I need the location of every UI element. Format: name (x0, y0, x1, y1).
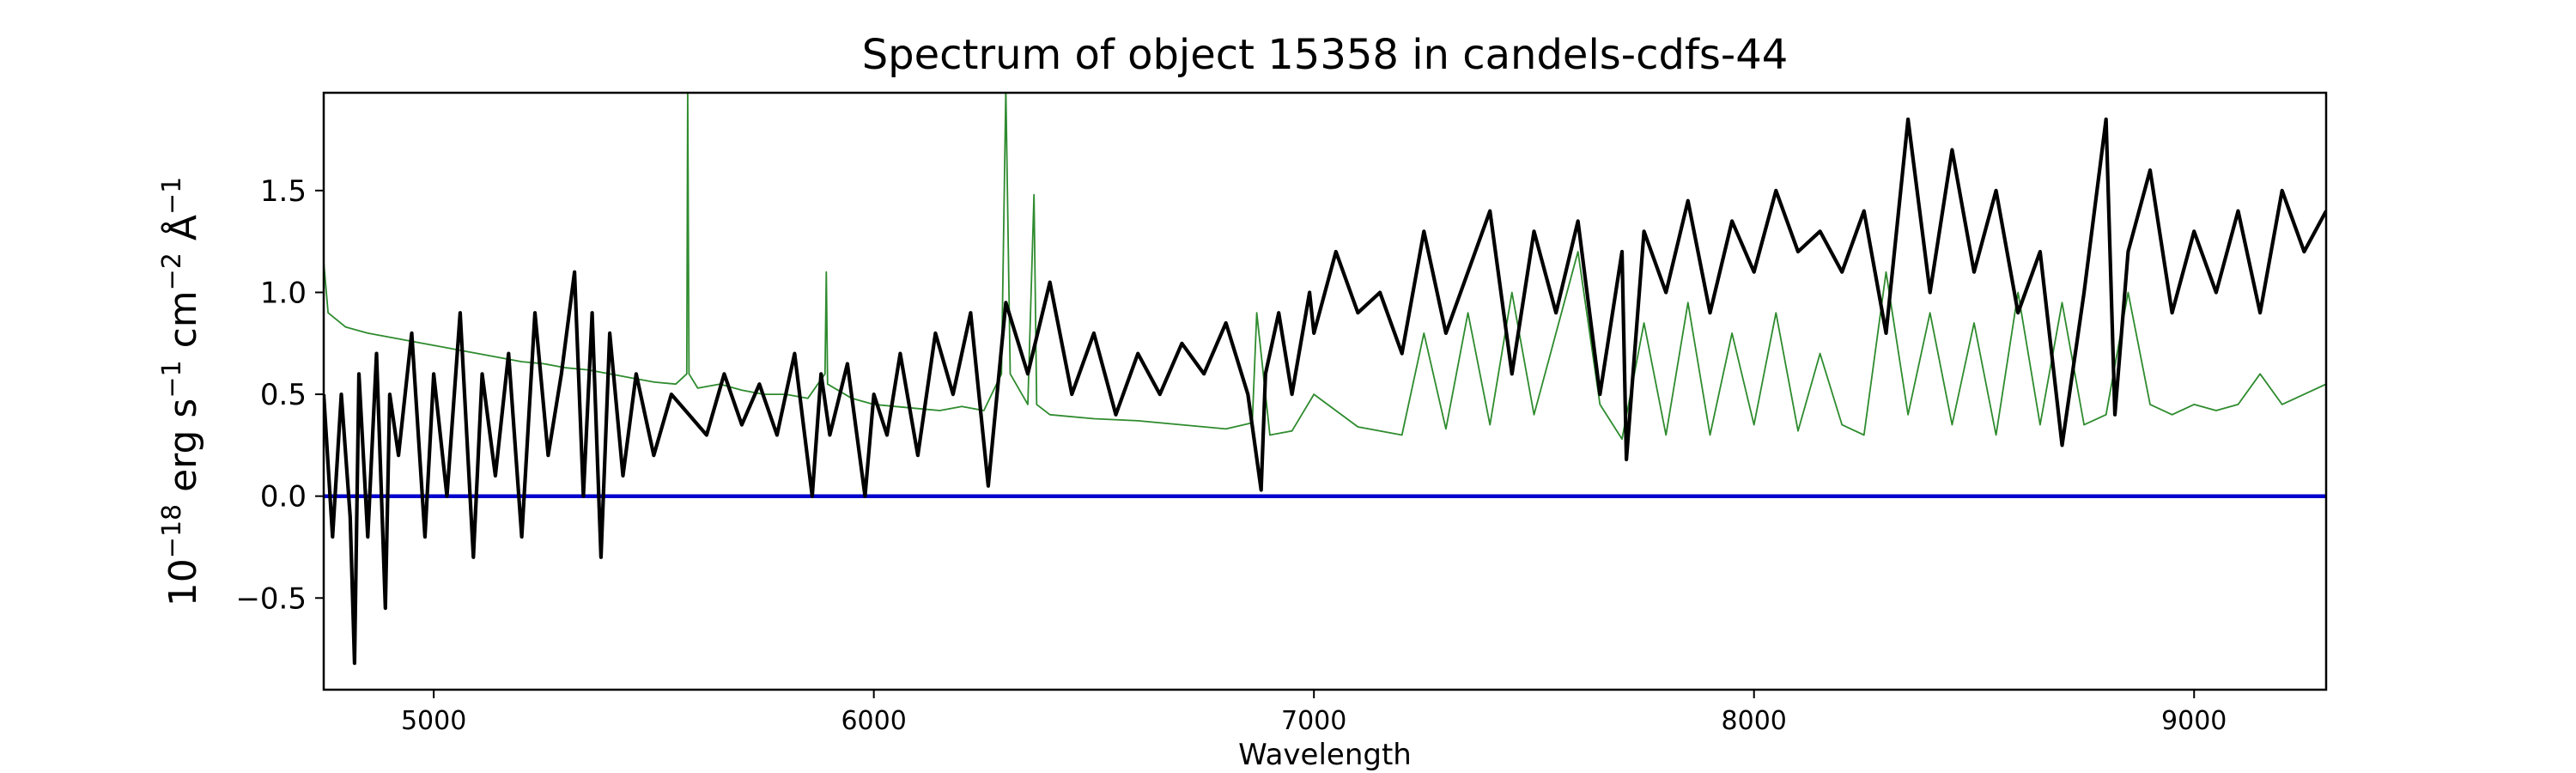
x-tick-label: 7000 (1281, 706, 1346, 736)
plot-frame (322, 91, 2328, 691)
series-layer (324, 93, 2326, 666)
x-axis: 5000 6000 7000 8000 9000 (401, 690, 2227, 736)
y-tick-label: 0.0 (260, 480, 307, 514)
x-tick-label: 5000 (401, 706, 466, 736)
y-axis-label: 10−18 erg s−1 cm−2 Å−1 (157, 177, 205, 606)
y-label-base: 10 (161, 558, 205, 606)
y-axis: −0.5 0.0 0.5 1.0 1.5 (235, 174, 324, 616)
plot-area (322, 91, 2328, 691)
x-tick-label: 6000 (841, 706, 906, 736)
y-label-exp: −18 (157, 504, 187, 558)
y-label-ang: Å (160, 215, 205, 253)
y-tick-label: 0.5 (260, 378, 307, 412)
x-tick-label: 8000 (1722, 706, 1787, 736)
y-label-ang-exp: −1 (157, 177, 187, 215)
series-line-flux (324, 117, 2326, 666)
x-axis-label: Wavelength (1238, 738, 1412, 772)
y-label-s-exp: −1 (157, 360, 187, 398)
y-label-erg: erg s (161, 399, 205, 504)
x-tick-label: 9000 (2161, 706, 2227, 736)
y-tick-label: −0.5 (235, 581, 307, 616)
y-label-cm: cm (161, 290, 205, 360)
y-label-cm-exp: −2 (157, 253, 187, 290)
y-tick-label: 1.5 (260, 174, 307, 209)
chart-title: Spectrum of object 15358 in candels-cdfs… (862, 31, 1789, 79)
y-tick-label: 1.0 (260, 276, 307, 310)
